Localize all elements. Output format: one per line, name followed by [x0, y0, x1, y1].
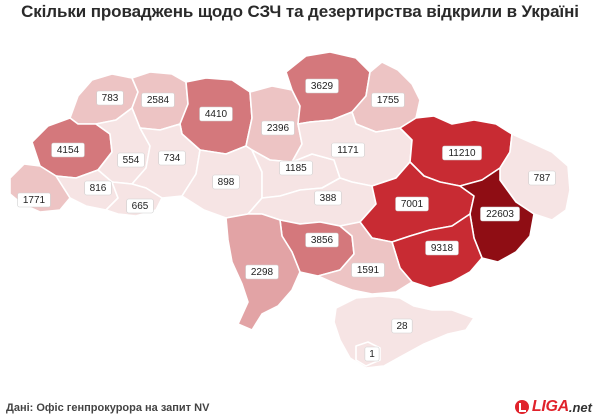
value-label-kharkiv: 11210 [442, 145, 482, 161]
value-label-lviv: 4154 [51, 142, 85, 158]
value-label-sevastopol: 1 [364, 346, 380, 362]
value-label-text: 787 [534, 173, 551, 184]
value-label-text: 388 [320, 193, 337, 204]
value-label-text: 554 [123, 155, 140, 166]
value-label-donetsk: 22603 [480, 206, 520, 222]
value-label-text: 11210 [448, 148, 476, 159]
value-label-text: 7001 [401, 199, 424, 210]
value-label-box [391, 318, 413, 334]
value-label-zakarpattia: 1771 [17, 192, 51, 208]
value-label-text: 4154 [57, 145, 80, 156]
value-label-poltava: 1171 [331, 142, 365, 158]
value-label-khmelnytskyi: 734 [158, 150, 186, 166]
value-label-box [528, 170, 556, 186]
value-label-box [425, 240, 459, 256]
value-label-box [371, 92, 405, 108]
map-title: Скільки проваджень щодо СЗЧ та дезертирс… [21, 2, 579, 21]
value-label-text: 2298 [251, 267, 274, 278]
value-label-box [305, 78, 339, 94]
value-label-box [84, 180, 112, 196]
value-label-text: 4410 [205, 109, 228, 120]
region-kherson[interactable] [317, 221, 413, 295]
value-label-box [261, 120, 295, 136]
liga-check-icon [514, 400, 529, 414]
value-label-cherkasy: 1185 [279, 160, 313, 176]
value-label-text: 1771 [23, 195, 46, 206]
logo-suffix: .net [568, 399, 592, 415]
value-label-kherson: 1591 [351, 262, 385, 278]
value-label-box [141, 92, 175, 108]
source-note: Дані: Офіс генпрокурора на запит NV [6, 402, 210, 414]
value-label-text: 1185 [285, 163, 307, 174]
value-label-crimea: 28 [391, 318, 413, 334]
value-label-text: 1591 [357, 265, 380, 276]
value-label-text: 22603 [486, 209, 514, 220]
value-label-box [17, 192, 51, 208]
value-label-text: 1171 [337, 145, 359, 156]
value-label-text: 1755 [377, 95, 400, 106]
value-label-sumy: 1755 [371, 92, 405, 108]
logo-brand: LIGA [531, 398, 569, 415]
value-label-box [351, 262, 385, 278]
value-label-box [199, 106, 233, 122]
value-label-text: 2396 [267, 123, 290, 134]
value-label-ivano-frankivsk: 816 [84, 180, 112, 196]
value-label-box [331, 142, 365, 158]
value-label-text: 816 [90, 183, 107, 194]
value-label-box [395, 196, 429, 212]
value-label-odesa: 2298 [245, 264, 279, 280]
value-label-text: 2584 [147, 95, 170, 106]
value-label-text: 665 [132, 201, 149, 212]
value-label-dnipro: 7001 [395, 196, 429, 212]
value-label-vinnytsia: 898 [212, 174, 240, 190]
value-label-text: 28 [396, 321, 408, 332]
value-label-text: 783 [102, 93, 119, 104]
value-label-luhansk: 787 [528, 170, 556, 186]
value-label-box [51, 142, 85, 158]
value-label-text: 1 [369, 349, 375, 360]
value-label-box [245, 264, 279, 280]
value-label-text: 9318 [431, 243, 454, 254]
value-label-kyiv: 2396 [261, 120, 295, 136]
value-label-kirovohrad: 388 [314, 190, 342, 206]
value-label-zhytomyr: 4410 [199, 106, 233, 122]
value-label-box [126, 198, 154, 214]
value-label-text: 734 [164, 153, 181, 164]
value-label-box [364, 346, 380, 362]
value-label-box [279, 160, 313, 176]
value-label-text: 898 [218, 177, 235, 188]
value-label-mykolaiv: 3856 [305, 232, 339, 248]
value-label-chernihiv: 3629 [305, 78, 339, 94]
value-label-chernivtsi: 665 [126, 198, 154, 214]
value-label-box [212, 174, 240, 190]
value-label-box [117, 152, 145, 168]
value-label-box [314, 190, 342, 206]
value-label-box [305, 232, 339, 248]
value-label-box [96, 90, 124, 106]
value-label-box [158, 150, 186, 166]
value-label-zaporizhzhia: 9318 [425, 240, 459, 256]
value-label-text: 3856 [311, 235, 334, 246]
liga-logo: LIGA .net [514, 398, 592, 416]
value-label-box [442, 145, 482, 161]
value-label-rivne: 2584 [141, 92, 175, 108]
value-label-box [480, 206, 520, 222]
value-label-text: 3629 [311, 81, 334, 92]
value-label-ternopil: 554 [117, 152, 145, 168]
value-label-volyn: 783 [96, 90, 124, 106]
